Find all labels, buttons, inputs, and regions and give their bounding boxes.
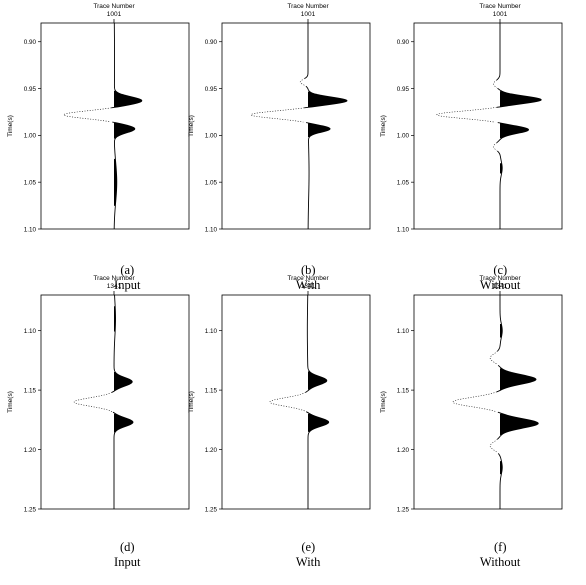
panel-c-ylabel: Time(s)	[380, 115, 387, 137]
panel-b-title: Trace Number	[287, 3, 329, 10]
panel-f-tick-label: 1.25	[397, 506, 410, 513]
panel-f-ylabel: Time(s)	[380, 391, 387, 413]
panel-c-tick-label: 0.90	[397, 39, 410, 46]
panel-c-trace-number: 1001	[493, 11, 508, 18]
panel-a-negative-lobe	[63, 107, 112, 122]
caption-e: (e) With	[212, 525, 392, 585]
panel-b-tick-label: 1.00	[205, 133, 218, 140]
panel-e-trace-line	[305, 294, 330, 509]
panel-d-ylabel: Time(s)	[7, 391, 14, 413]
panel-e-tick-label: 1.10	[205, 328, 218, 335]
panel-f-trace-line	[496, 295, 539, 509]
panel-e-ylabel: Time(s)	[188, 391, 195, 413]
panel-d-tick-label: 1.15	[24, 387, 37, 394]
figure: Trace Number 1001 Time(s) 0.90 0.95 1.00 1.05 1…	[7, 3, 584, 569]
panel-f-tick-label: 1.15	[397, 387, 410, 394]
panel-a-ylabel: Time(s)	[7, 115, 14, 137]
caption-f-text: Without	[479, 555, 521, 569]
panel-f-trace-number: 1341	[493, 283, 508, 290]
panel-b-trace-line	[304, 23, 348, 229]
panel-e-tick-label: 1.15	[205, 387, 218, 394]
panel-e-tick-label: 1.20	[205, 447, 218, 454]
caption-a-label: (a)	[120, 263, 135, 277]
panel-f-tick-label: 1.10	[397, 328, 410, 335]
caption-d-text: Input	[114, 555, 141, 569]
caption-f-label: (f)	[494, 540, 507, 554]
panel-d-trace-number: 1341	[107, 283, 122, 290]
panel-c-tick-label: 1.05	[397, 179, 410, 186]
panel-e-negative-lobe	[269, 392, 306, 412]
plots-canvas: Trace Number1001Time(s)0.900.951.001.051…	[7, 3, 563, 513]
caption-b: (b) With	[212, 248, 392, 308]
panel-a-tick-label: 1.00	[24, 133, 37, 140]
panel-b-negative-lobe	[250, 78, 306, 123]
panel-a-tick-label: 0.95	[24, 86, 37, 93]
panel-c-trace-line	[496, 23, 542, 229]
panel-a-positive-fill	[114, 90, 142, 206]
panel-b-trace-number: 1001	[301, 11, 316, 18]
panel-e-positive-fill	[308, 371, 329, 433]
panel-d-tick-label: 1.10	[24, 328, 37, 335]
panel-a-tick-label: 1.05	[24, 179, 37, 186]
panel-c-negative-lobe	[436, 79, 498, 151]
caption-b-text: With	[295, 278, 321, 292]
caption-f: (f) Without	[404, 525, 584, 585]
panel-e-title: Trace Number	[287, 275, 329, 282]
panel-a-title: Trace Number	[93, 3, 135, 10]
panel-b-ylabel: Time(s)	[188, 115, 195, 137]
panel-f-frame	[413, 294, 563, 510]
panel-f-positive-fill	[500, 324, 539, 475]
caption-b-label: (b)	[300, 263, 316, 277]
caption-c-label: (c)	[493, 263, 508, 277]
panel-a-tick-label: 1.10	[24, 226, 37, 233]
caption-e-label: (e)	[301, 540, 316, 554]
panel-d-title: Trace Number	[93, 275, 135, 282]
panel-d-positive-fill	[114, 306, 133, 433]
panel-e-frame	[221, 294, 371, 510]
caption-a: (a) Input	[31, 248, 211, 308]
panel-a-frame	[40, 22, 190, 230]
panel-c-tick-label: 1.00	[397, 133, 410, 140]
panel-f-negative-lobe	[452, 350, 498, 454]
panel-a-tick-label: 0.90	[24, 39, 37, 46]
panel-d-negative-lobe	[73, 392, 113, 412]
panel-d-tick-label: 1.20	[24, 447, 37, 454]
panel-d-trace-line	[111, 294, 134, 509]
caption-d-label: (d)	[119, 540, 135, 554]
panel-c-frame	[413, 22, 563, 230]
caption-c: (c) Without	[404, 248, 584, 308]
panel-a-trace-number: 1001	[107, 11, 122, 18]
panel-e-trace-number: 1341	[301, 283, 316, 290]
panel-b-tick-label: 1.10	[205, 226, 218, 233]
panel-b-tick-label: 1.05	[205, 179, 218, 186]
panel-f-title: Trace Number	[479, 275, 521, 282]
panel-c-tick-label: 1.10	[397, 226, 410, 233]
panel-f-tick-label: 1.20	[397, 447, 410, 454]
caption-a-text: Input	[114, 278, 141, 292]
panel-b-frame	[221, 22, 371, 230]
panel-b-tick-label: 0.90	[205, 39, 218, 46]
caption-e-text: With	[295, 555, 321, 569]
caption-c-text: Without	[479, 278, 521, 292]
panel-e-tick-label: 1.25	[205, 506, 218, 513]
panel-c-tick-label: 0.95	[397, 86, 410, 93]
panel-b-tick-label: 0.95	[205, 86, 218, 93]
panel-c-title: Trace Number	[479, 3, 521, 10]
panel-a-trace-line	[111, 22, 143, 230]
panel-d-tick-label: 1.25	[24, 506, 37, 513]
caption-d: (d) Input	[31, 525, 211, 585]
